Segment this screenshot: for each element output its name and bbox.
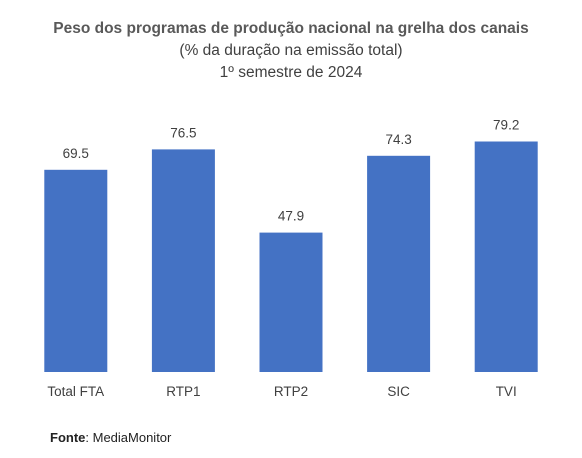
bar-total-fta xyxy=(44,169,108,372)
x-tick-label: RTP2 xyxy=(274,384,308,399)
bar-rtp1 xyxy=(151,149,215,372)
x-tick-label: Total FTA xyxy=(47,384,104,399)
data-label: 47.9 xyxy=(278,209,304,224)
data-label: 79.2 xyxy=(493,118,519,133)
chart-title: Peso dos programas de produção nacional … xyxy=(53,20,529,37)
bar-tvi xyxy=(474,141,538,372)
source-text: : MediaMonitor xyxy=(85,430,172,445)
chart-title-block: Peso dos programas de produção nacional … xyxy=(0,18,582,84)
bar-sic xyxy=(367,155,431,372)
source-note: Fonte: MediaMonitor xyxy=(50,430,171,445)
data-label: 69.5 xyxy=(63,146,89,161)
data-label: 76.5 xyxy=(170,125,196,140)
x-tick-label: SIC xyxy=(387,384,410,399)
source-label: Fonte xyxy=(50,430,86,445)
chart-period: 1º semestre de 2024 xyxy=(219,64,363,81)
chart-subtitle: (% da duração na emissão total) xyxy=(179,42,403,59)
x-tick-label: RTP1 xyxy=(166,384,200,399)
x-tick-label: TVI xyxy=(496,384,517,399)
bar-rtp2 xyxy=(259,232,323,372)
data-label: 74.3 xyxy=(385,132,411,147)
